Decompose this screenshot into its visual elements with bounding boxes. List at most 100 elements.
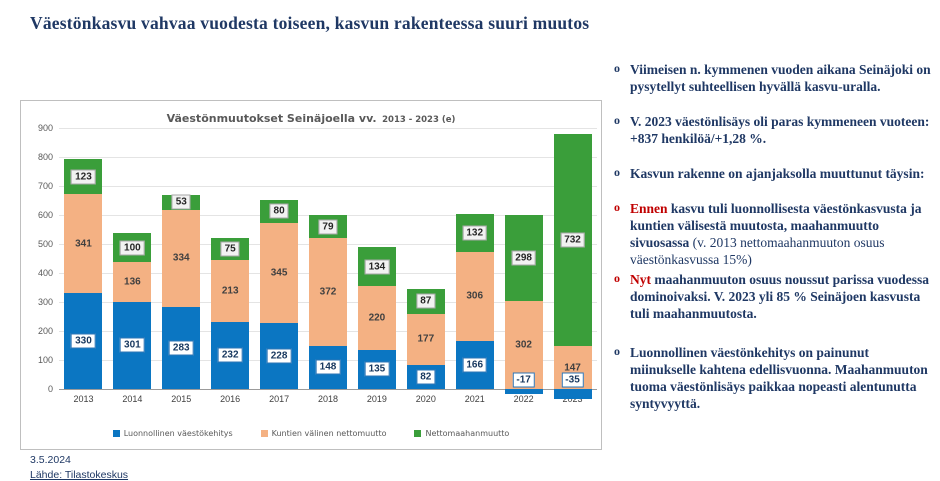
bar-value-label-2016-series0: 232	[217, 347, 243, 363]
x-axis-label-2017: 2017	[269, 393, 290, 404]
bullet-marker: o	[614, 200, 620, 214]
x-axis-label-2020: 2020	[415, 393, 436, 404]
bar-value-label-2020-series0: 82	[416, 369, 436, 385]
bar-group-2020: 82 177 87	[401, 128, 450, 404]
bullet-list: o Viimeisen n. kymmenen vuoden aikana Se…	[614, 61, 936, 430]
bullet-text: Ennen kasvu tuli luonnollisesta väestönk…	[630, 200, 936, 268]
legend-item-2: Nettomaahanmuutto	[414, 429, 509, 438]
bullet-text: V. 2023 väestönlisäys oli paras kymmenee…	[630, 114, 930, 146]
legend-swatch-icon-1	[260, 430, 268, 437]
bar-group-2022: -17 302 298	[499, 128, 548, 404]
y-tick-label-500: 500	[37, 238, 53, 249]
chart-title-sub: 2013 - 2023 (e)	[382, 115, 456, 125]
bar-value-label-2015-series1: 334	[172, 252, 190, 264]
bar-value-label-2013-series2: 123	[71, 169, 96, 185]
bar-value-label-2014-series2: 100	[120, 240, 145, 256]
bullet-item: o Luonnollinen väestönkehitys on painunu…	[614, 344, 936, 412]
bar-group-2015: 283 334 53	[157, 128, 206, 404]
bullet-marker: o	[614, 113, 620, 127]
bullet-item: o Ennen kasvu tuli luonnollisesta väestö…	[614, 200, 936, 268]
x-axis-label-2019: 2019	[366, 393, 387, 404]
x-axis-label-2021: 2021	[464, 393, 485, 404]
page-title: Väestönkasvu vahvaa vuodesta toiseen, ka…	[30, 13, 590, 33]
bullet-bold-text: maahanmuuton osuus noussut parissa vuode…	[630, 272, 929, 321]
y-tick-label-0: 0	[47, 383, 53, 394]
gridline-700	[59, 185, 597, 187]
bullet-text: Nyt maahanmuuton osuus noussut parissa v…	[630, 271, 936, 322]
bullet-text: Luonnollinen väestönkehitys on painunut …	[630, 345, 928, 411]
x-axis-label-2018: 2018	[317, 393, 338, 404]
bar-value-label-2016-series1: 213	[221, 285, 239, 297]
chart-title: Väestönmuutokset Seinäjoella vv. 2013 - …	[21, 107, 601, 126]
bullet-normal-text: (v. 2013 nettomaahanmuuton osuus väestön…	[630, 235, 885, 267]
bar-segment-2018-series1	[308, 238, 347, 346]
bullet-item: o Kasvun rakenne on ajanjaksolla muuttun…	[614, 165, 936, 182]
gridline-900	[59, 128, 597, 129]
bar-segment-2023-series0	[553, 388, 592, 400]
y-tick-label-400: 400	[37, 267, 53, 278]
source-link[interactable]: Lähde: Tilastokeskus	[30, 469, 129, 481]
bar-value-label-2022-series1: 302	[515, 339, 532, 351]
x-axis-label-2014: 2014	[122, 393, 143, 404]
bar-value-label-2014-series0: 301	[120, 337, 145, 353]
bullet-marker: o	[614, 271, 620, 285]
bullet-item: o V. 2023 väestönlisäys oli paras kymmen…	[614, 113, 936, 147]
bar-group-2018: 148 372 79	[304, 128, 353, 404]
bar-value-label-2013-series1: 341	[75, 238, 92, 250]
bar-segment-2015-series1	[162, 210, 201, 307]
bullet-bold-text: kasvu tuli luonnollisesta väestönkasvust…	[630, 201, 922, 250]
x-axis-label-2022: 2022	[513, 393, 534, 404]
bar-value-label-2017-series2: 80	[269, 203, 289, 219]
y-tick-label-900: 900	[37, 123, 53, 133]
bar-value-label-2022-series0: -17	[512, 372, 535, 388]
bar-segment-2017-series1	[260, 222, 299, 323]
bullet-marker: o	[614, 61, 620, 75]
bar-value-label-2023-series1: 147	[564, 362, 581, 374]
bullet-item: o Nyt maahanmuuton osuus noussut parissa…	[614, 271, 936, 322]
bar-segment-2021-series1	[455, 252, 494, 341]
bar-value-label-2019-series1: 220	[368, 312, 386, 324]
x-axis-label-2016: 2016	[220, 393, 241, 404]
bar-value-label-2021-series2: 132	[462, 225, 488, 241]
bar-value-label-2023-series0: -35	[561, 372, 584, 388]
legend-swatch-icon-0	[112, 430, 120, 437]
bullet-marker: o	[614, 165, 620, 179]
bar-value-label-2020-series2: 87	[416, 293, 436, 309]
bar-value-label-2020-series1: 177	[417, 333, 435, 345]
date-label: 3.5.2024	[30, 454, 71, 466]
bar-segment-2014-series1	[113, 262, 152, 302]
y-tick-label-300: 300	[37, 296, 53, 307]
bar-value-label-2016-series2: 75	[220, 241, 240, 257]
bar-value-label-2021-series0: 166	[462, 357, 488, 373]
bar-value-label-2014-series1: 136	[124, 276, 141, 288]
chart-title-main: Väestönmuutokset Seinäjoella vv.	[166, 112, 377, 125]
bar-segment-2022-series0	[504, 388, 543, 394]
x-axis-zero-line	[59, 388, 597, 390]
bar-group-2013: 330 341 123	[59, 128, 108, 404]
y-tick-label-700: 700	[37, 180, 53, 191]
bar-group-2021: 166 306 132	[450, 128, 499, 404]
gridline-800	[59, 156, 597, 158]
bar-group-2023: -35 147 732	[548, 128, 597, 404]
bar-value-label-2017-series1: 345	[270, 267, 288, 279]
bar-segment-2020-series1	[406, 313, 445, 366]
bar-segment-2013-series1	[64, 194, 103, 294]
x-axis-label-2015: 2015	[171, 393, 192, 404]
bullet-lead: Ennen	[630, 201, 668, 216]
bar-value-label-2021-series1: 306	[466, 290, 484, 302]
bar-value-label-2022-series2: 298	[511, 250, 536, 266]
bar-value-label-2018-series0: 148	[315, 359, 341, 375]
x-axis-label-2013: 2013	[73, 393, 94, 404]
legend-swatch-icon-2	[414, 430, 422, 437]
legend-label-1: Kuntien välinen nettomuutto	[271, 429, 387, 438]
plot-area: 2013 330 341 123 2014 301 136 100 2015 283 334 53 20…	[59, 128, 597, 404]
y-tick-label-100: 100	[37, 354, 53, 365]
bar-value-label-2015-series0: 283	[168, 340, 194, 356]
legend-item-1: Kuntien välinen nettomuutto	[260, 429, 387, 438]
bar-value-label-2023-series2: 732	[560, 232, 585, 248]
bullet-marker: o	[614, 344, 620, 358]
bar-value-label-2018-series2: 79	[318, 219, 338, 235]
y-tick-label-800: 800	[37, 151, 53, 162]
bar-group-2017: 228 345 80	[255, 128, 304, 404]
y-tick-label-200: 200	[37, 325, 53, 336]
